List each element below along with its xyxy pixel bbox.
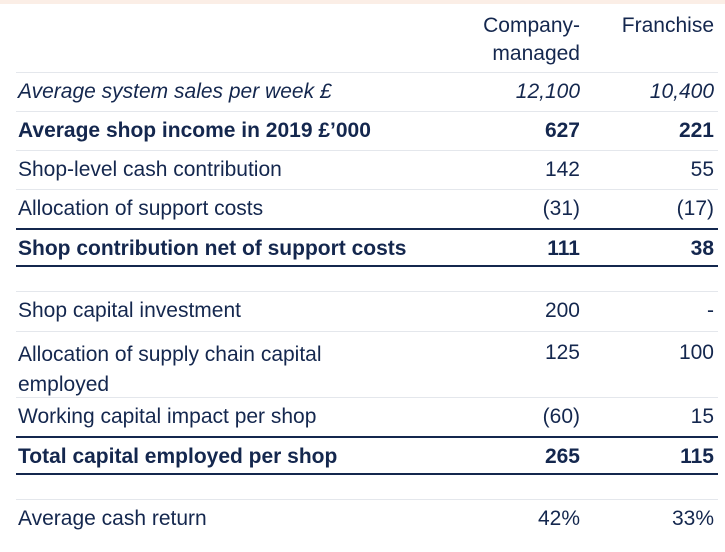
table-row: Working capital impact per shop (60) 15 xyxy=(16,397,718,436)
table-row-total: Shop contribution net of support costs 1… xyxy=(16,228,718,267)
table-header: Company- managed Franchise xyxy=(16,0,718,72)
row-label: Allocation of supply chain capital emplo… xyxy=(18,343,322,396)
franchise-value: 33% xyxy=(671,507,714,530)
table-row: Allocation of supply chain capital emplo… xyxy=(16,331,718,397)
row-label: Allocation of support costs xyxy=(18,197,264,220)
franchise-value: 15 xyxy=(690,405,714,428)
company-value: 111 xyxy=(547,237,580,260)
franchise-value: 100 xyxy=(678,341,714,364)
row-label: Shop capital investment xyxy=(18,299,241,322)
franchise-value: 10,400 xyxy=(649,80,714,103)
franchise-value: 221 xyxy=(678,119,714,142)
company-value: (31) xyxy=(542,197,580,220)
financial-table: Company- managed Franchise Average syste… xyxy=(16,0,718,539)
franchise-value: 38 xyxy=(690,237,714,260)
table-row-total: Total capital employed per shop 265 115 xyxy=(16,436,718,475)
row-label: Shop contribution net of support costs xyxy=(18,237,407,260)
company-value: (60) xyxy=(542,405,580,428)
row-label: Average system sales per week £ xyxy=(18,80,332,103)
franchise-value: (17) xyxy=(676,197,714,220)
company-value: 42% xyxy=(537,507,580,530)
company-value: 125 xyxy=(544,341,580,364)
franchise-value: - xyxy=(707,299,714,322)
company-value: 265 xyxy=(544,445,580,468)
table-row: Average system sales per week £ 12,100 1… xyxy=(16,72,718,111)
section-spacer xyxy=(16,267,718,292)
row-label: Shop-level cash contribution xyxy=(18,158,282,181)
column-header-company-managed: Company- managed xyxy=(483,14,580,65)
company-value: 142 xyxy=(544,158,580,181)
franchise-value: 115 xyxy=(680,445,714,468)
company-value: 12,100 xyxy=(515,80,580,103)
row-label: Average cash return xyxy=(18,507,207,530)
top-accent-bar xyxy=(0,0,725,4)
company-value: 627 xyxy=(544,119,580,142)
column-header-franchise: Franchise xyxy=(621,14,714,37)
table-row: Shop-level cash contribution 142 55 xyxy=(16,150,718,189)
table-row: Average shop income in 2019 £’000 627 22… xyxy=(16,111,718,150)
company-value: 200 xyxy=(544,299,580,322)
row-label: Working capital impact per shop xyxy=(18,405,317,428)
franchise-value: 55 xyxy=(690,158,714,181)
row-label: Average shop income in 2019 £’000 xyxy=(18,119,371,142)
table-row: Average cash return 42% 33% xyxy=(16,500,718,539)
row-label: Total capital employed per shop xyxy=(18,445,338,468)
section-spacer xyxy=(16,475,718,500)
table-row: Allocation of support costs (31) (17) xyxy=(16,189,718,228)
table-row: Shop capital investment 200 - xyxy=(16,292,718,331)
